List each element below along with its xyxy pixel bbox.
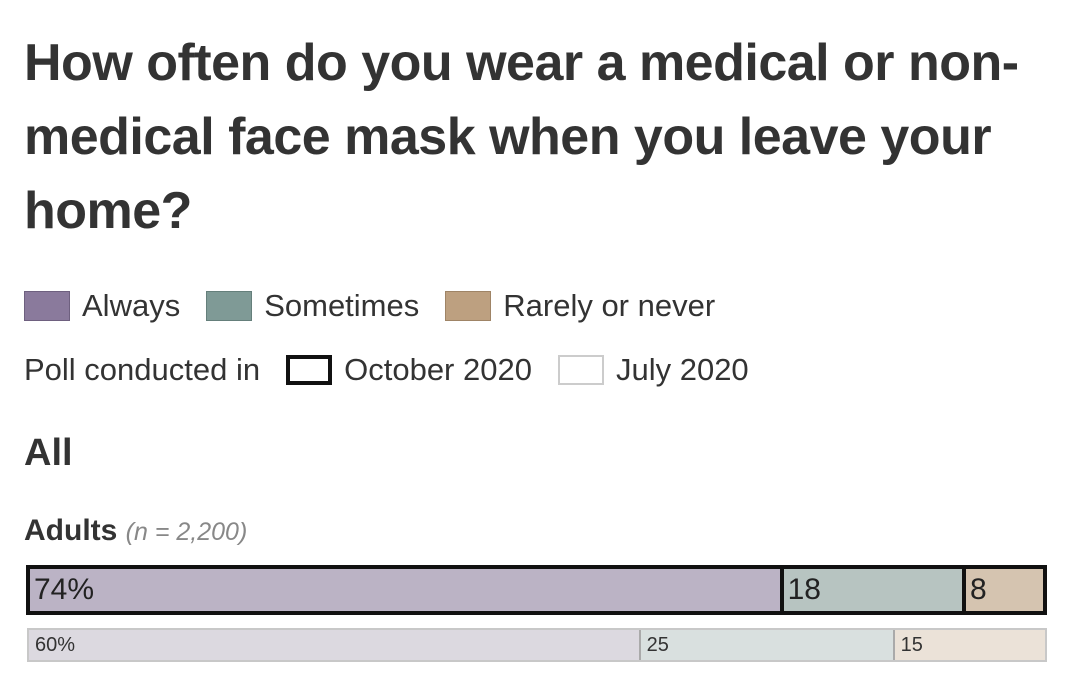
- poll-legend: Poll conducted in October 2020 July 2020: [24, 352, 775, 388]
- bar-segment-always: 74%: [30, 569, 780, 611]
- chart-title: How often do you wear a medical or non-m…: [24, 34, 1019, 240]
- bar-july-2020: 60% 25 15: [27, 628, 1047, 662]
- legend-item-july: July 2020: [557, 352, 749, 388]
- legend-label: Sometimes: [264, 288, 420, 323]
- group-n: (n = 2,200): [125, 518, 248, 546]
- legend-swatch: [24, 291, 70, 321]
- legend-label: Always: [82, 288, 181, 323]
- bar-segment-sometimes: 18: [779, 569, 962, 611]
- legend-swatch: [445, 291, 492, 321]
- legend-label: October 2020: [344, 352, 532, 387]
- bar-segment-rarely: 8: [961, 569, 1043, 611]
- group-label: Adults (n = 2,200): [24, 514, 247, 548]
- legend-label: Rarely or never: [503, 288, 716, 323]
- legend-swatch: [206, 291, 253, 321]
- bar-segment-sometimes: 25: [638, 630, 893, 660]
- bar-segment-rarely: 15: [892, 630, 1045, 660]
- bar-segment-always: 60%: [29, 630, 639, 660]
- legend-item-sometimes: Sometimes: [206, 288, 419, 324]
- section-heading: All: [24, 432, 73, 474]
- legend-item-october: October 2020: [286, 352, 532, 388]
- legend-label: July 2020: [615, 352, 749, 387]
- category-legend: Always Sometimes Rarely or never: [24, 288, 741, 324]
- legend-item-always: Always: [24, 288, 180, 324]
- poll-legend-prefix: Poll conducted in: [24, 352, 261, 387]
- legend-item-rarely: Rarely or never: [445, 288, 715, 324]
- legend-swatch: [286, 355, 333, 385]
- bar-october-2020: 74% 18 8: [26, 565, 1047, 615]
- legend-swatch: [557, 355, 604, 385]
- group-name: Adults: [24, 514, 118, 547]
